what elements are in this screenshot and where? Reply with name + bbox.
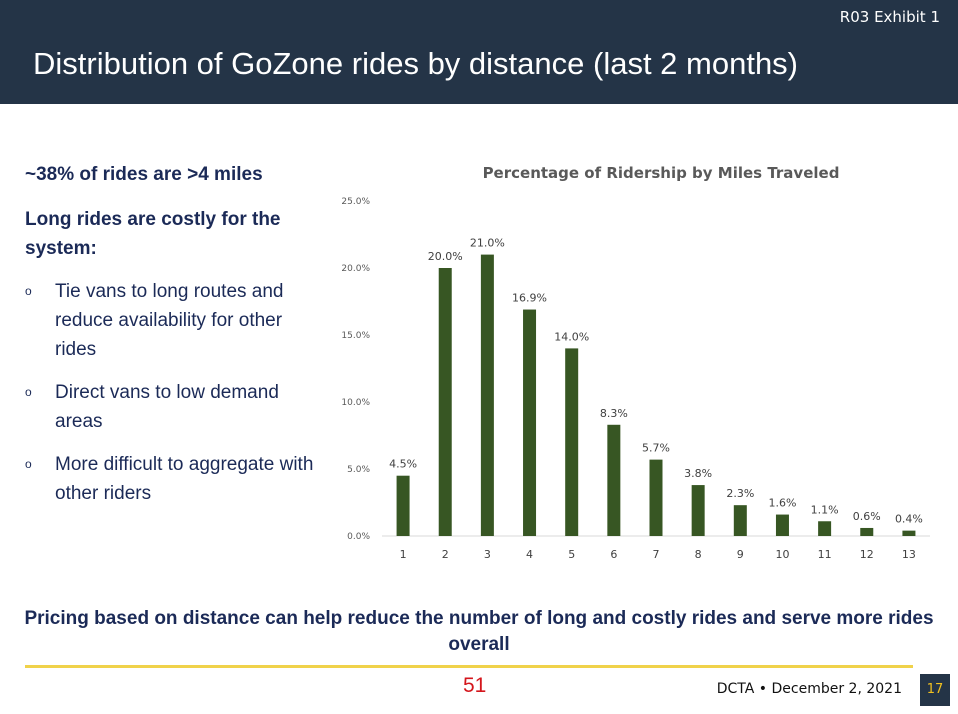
bar bbox=[438, 268, 452, 536]
bar bbox=[733, 505, 747, 536]
x-tick-label: 11 bbox=[818, 548, 832, 561]
bullet-marker-icon: o bbox=[25, 385, 32, 399]
slide-number: 17 bbox=[920, 674, 950, 706]
x-tick-label: 3 bbox=[484, 548, 491, 561]
footer-org-date: DCTA • December 2, 2021 bbox=[716, 681, 902, 697]
bullet-text: Direct vans to low demand areas bbox=[55, 382, 279, 432]
data-label: 5.7% bbox=[642, 442, 670, 455]
y-tick-label: 10.0% bbox=[341, 398, 370, 408]
bar bbox=[480, 254, 494, 536]
bar bbox=[565, 348, 579, 536]
ridership-bar-chart: Percentage of Ridership by Miles Travele… bbox=[341, 164, 930, 561]
bar bbox=[860, 527, 874, 536]
footer-divider bbox=[25, 665, 913, 668]
x-tick-label: 10 bbox=[775, 548, 789, 561]
data-label: 14.0% bbox=[554, 330, 589, 343]
y-tick-label: 20.0% bbox=[341, 264, 370, 274]
x-tick-label: 6 bbox=[610, 548, 617, 561]
page-title: Distribution of GoZone rides by distance… bbox=[33, 46, 799, 81]
chart-title: Percentage of Ridership by Miles Travele… bbox=[483, 164, 840, 182]
data-label: 0.6% bbox=[853, 510, 881, 523]
bullet-marker-icon: o bbox=[25, 457, 32, 471]
bar bbox=[902, 530, 916, 536]
x-tick-label: 1 bbox=[400, 548, 407, 561]
data-label: 1.1% bbox=[811, 503, 839, 516]
bullet-text: Tie vans to long routes and reduce avail… bbox=[55, 281, 284, 360]
y-tick-label: 5.0% bbox=[347, 465, 370, 475]
header-bar: R03 Exhibit 1 Distribution of GoZone rid… bbox=[0, 0, 958, 104]
x-tick-label: 5 bbox=[568, 548, 575, 561]
data-label: 0.4% bbox=[895, 513, 923, 526]
x-tick-label: 4 bbox=[526, 548, 533, 561]
subhead: Long rides are costly for the system: bbox=[25, 209, 281, 259]
bar bbox=[691, 485, 705, 536]
data-label: 16.9% bbox=[512, 292, 547, 305]
bullet-list: o Tie vans to long routes and reduce avai… bbox=[25, 277, 325, 522]
data-label: 3.8% bbox=[684, 467, 712, 480]
y-tick-label: 0.0% bbox=[347, 532, 370, 542]
page-number: 51 bbox=[463, 674, 487, 697]
bar bbox=[818, 521, 832, 536]
bar bbox=[396, 475, 410, 536]
bullet-text: More difficult to aggregate with other r… bbox=[55, 454, 314, 504]
bullet-item: o Tie vans to long routes and reduce avai… bbox=[25, 277, 325, 364]
bullet-marker-icon: o bbox=[25, 284, 32, 298]
x-tick-label: 7 bbox=[653, 548, 660, 561]
x-tick-label: 12 bbox=[860, 548, 874, 561]
bar bbox=[649, 459, 663, 536]
x-tick-label: 13 bbox=[902, 548, 916, 561]
data-label: 4.5% bbox=[389, 458, 417, 471]
data-label: 8.3% bbox=[600, 407, 628, 420]
data-label: 20.0% bbox=[428, 250, 463, 263]
exhibit-label: R03 Exhibit 1 bbox=[839, 8, 940, 26]
data-label: 2.3% bbox=[726, 487, 754, 500]
bar bbox=[775, 514, 789, 536]
x-tick-label: 9 bbox=[737, 548, 744, 561]
data-label: 21.0% bbox=[470, 237, 505, 250]
y-tick-label: 15.0% bbox=[341, 331, 370, 341]
bullet-item: o Direct vans to low demand areas bbox=[25, 378, 325, 436]
bottom-message: Pricing based on distance can help reduc… bbox=[24, 608, 934, 655]
bar bbox=[523, 309, 537, 536]
key-stat: ~38% of rides are >4 miles bbox=[25, 164, 263, 185]
data-label: 1.6% bbox=[768, 497, 796, 510]
bar bbox=[607, 424, 621, 536]
bullet-item: o More difficult to aggregate with other … bbox=[25, 450, 325, 508]
x-tick-label: 2 bbox=[442, 548, 449, 561]
x-tick-label: 8 bbox=[695, 548, 702, 561]
y-tick-label: 25.0% bbox=[341, 197, 370, 207]
